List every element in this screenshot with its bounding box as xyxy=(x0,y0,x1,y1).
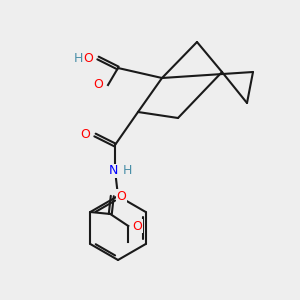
Text: H: H xyxy=(122,164,132,178)
Text: O: O xyxy=(132,220,142,232)
Text: N: N xyxy=(108,164,118,178)
Text: O: O xyxy=(93,79,103,92)
Text: H: H xyxy=(73,52,83,64)
Text: O: O xyxy=(116,190,126,202)
Text: O: O xyxy=(83,52,93,64)
Text: O: O xyxy=(80,128,90,142)
